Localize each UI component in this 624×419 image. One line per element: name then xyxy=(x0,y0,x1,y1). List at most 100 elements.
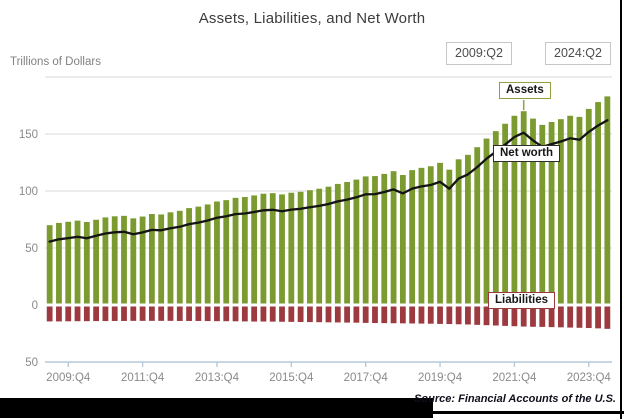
assets-bar xyxy=(409,170,416,304)
liabilities-bar xyxy=(316,306,323,323)
liabilities-bar xyxy=(121,306,127,321)
assets-bar xyxy=(585,108,592,304)
assets-bar xyxy=(139,216,146,304)
y-tick-label: 100 xyxy=(19,186,38,198)
assets-bar xyxy=(483,138,490,304)
liabilities-bar xyxy=(176,306,183,321)
assets-bar xyxy=(148,214,155,304)
assets-bar xyxy=(576,116,583,304)
footer-black-bar xyxy=(0,398,433,418)
chart-title: Assets, Liabilities, and Net Worth xyxy=(198,10,426,27)
assets-bar xyxy=(418,167,425,304)
assets-bar xyxy=(130,218,137,304)
liabilities-bar xyxy=(93,306,100,322)
liabilities-bar xyxy=(260,306,267,322)
liabilities-bar xyxy=(130,306,137,321)
assets-bar xyxy=(557,119,564,304)
assets-bar xyxy=(269,193,276,304)
liabilities-bar xyxy=(455,306,462,325)
y-tick-label: 0 xyxy=(32,300,38,312)
liabilities-bar xyxy=(288,306,295,322)
liabilities-bar xyxy=(195,306,202,321)
assets-bar xyxy=(279,194,285,304)
slide-right-border xyxy=(620,0,622,419)
net-worth-line xyxy=(48,119,609,243)
liabilities-bar xyxy=(186,306,192,321)
liabilities-bar xyxy=(269,306,276,322)
liabilities-bar xyxy=(399,306,406,324)
assets-bar xyxy=(530,118,536,304)
assets-bar xyxy=(595,102,601,304)
liabilities-bar xyxy=(307,306,313,323)
liabilities-bar xyxy=(158,306,165,321)
assets-bar xyxy=(446,169,453,304)
assets-bar xyxy=(325,186,332,304)
liabilities-bar xyxy=(576,306,583,328)
liabilities-bar xyxy=(390,306,397,324)
assets-bar xyxy=(214,201,220,304)
assets-bar xyxy=(353,179,360,304)
x-tick-label: 2023:Q4 xyxy=(567,372,612,384)
assets-bar xyxy=(520,111,527,304)
liabilities-bar xyxy=(437,306,443,324)
assets-bar xyxy=(251,195,258,304)
liabilities-bar xyxy=(139,306,146,321)
assets-bar xyxy=(93,219,100,304)
x-tick-label: 2019:Q4 xyxy=(418,372,463,384)
assets-bar xyxy=(399,175,406,304)
liabilities-bar xyxy=(557,306,564,328)
assets-bar xyxy=(288,192,295,304)
y-tick-label: 150 xyxy=(19,129,38,141)
liabilities-bar xyxy=(223,306,230,322)
liabilities-bar xyxy=(409,306,416,324)
assets-bar xyxy=(121,215,127,304)
liabilities-bar xyxy=(427,306,434,324)
assets-bar xyxy=(232,197,239,304)
assets-bar xyxy=(83,222,90,304)
assets-bar xyxy=(307,190,313,304)
liabilities-bar xyxy=(418,306,425,324)
end-quarter-badge[interactable]: 2024:Q2 xyxy=(545,42,611,65)
liabilities-bar xyxy=(362,306,369,323)
assets-bar xyxy=(158,214,165,304)
liabilities-bar xyxy=(446,306,453,325)
assets-bar xyxy=(241,197,248,304)
assets-bar xyxy=(548,122,555,304)
liabilities-bar xyxy=(232,306,239,322)
y-tick-label: 50 xyxy=(25,357,38,369)
assets-bar xyxy=(316,188,323,304)
liabilities-bar xyxy=(539,306,546,327)
assets-bar xyxy=(65,221,72,304)
liabilities-label: Liabilities xyxy=(488,292,556,309)
assets-bar xyxy=(492,131,499,304)
assets-bar xyxy=(111,216,118,304)
assets-bar xyxy=(390,171,397,304)
source-box: Source: Financial Accounts of the U.S. xyxy=(414,389,624,414)
assets-bar xyxy=(604,96,611,304)
liabilities-bar xyxy=(102,306,109,322)
liabilities-bar xyxy=(167,306,174,321)
x-tick-label: 2013:Q4 xyxy=(195,372,240,384)
assets-bar xyxy=(362,176,369,304)
liabilities-bar xyxy=(595,306,601,329)
liabilities-bar xyxy=(353,306,360,323)
y-axis-title: Trillions of Dollars xyxy=(10,56,101,68)
assets-bar xyxy=(297,191,304,304)
liabilities-bar xyxy=(502,306,509,326)
assets-bar xyxy=(539,124,546,304)
liabilities-bar xyxy=(548,306,555,328)
liabilities-bar xyxy=(474,306,481,325)
assets-bar xyxy=(474,147,481,304)
assets-bar xyxy=(437,162,443,304)
liabilities-bar xyxy=(214,306,220,322)
assets-bar xyxy=(465,154,471,304)
liabilities-bar xyxy=(530,306,536,327)
assets-bar xyxy=(56,222,62,304)
net-worth-label: Net worth xyxy=(493,145,561,162)
liabilities-bar xyxy=(567,306,574,328)
assets-bar xyxy=(167,212,174,304)
liabilities-bar xyxy=(241,306,248,322)
assets-bar xyxy=(455,159,462,304)
start-quarter-badge[interactable]: 2009:Q2 xyxy=(446,42,512,65)
assets-bar xyxy=(195,206,202,304)
